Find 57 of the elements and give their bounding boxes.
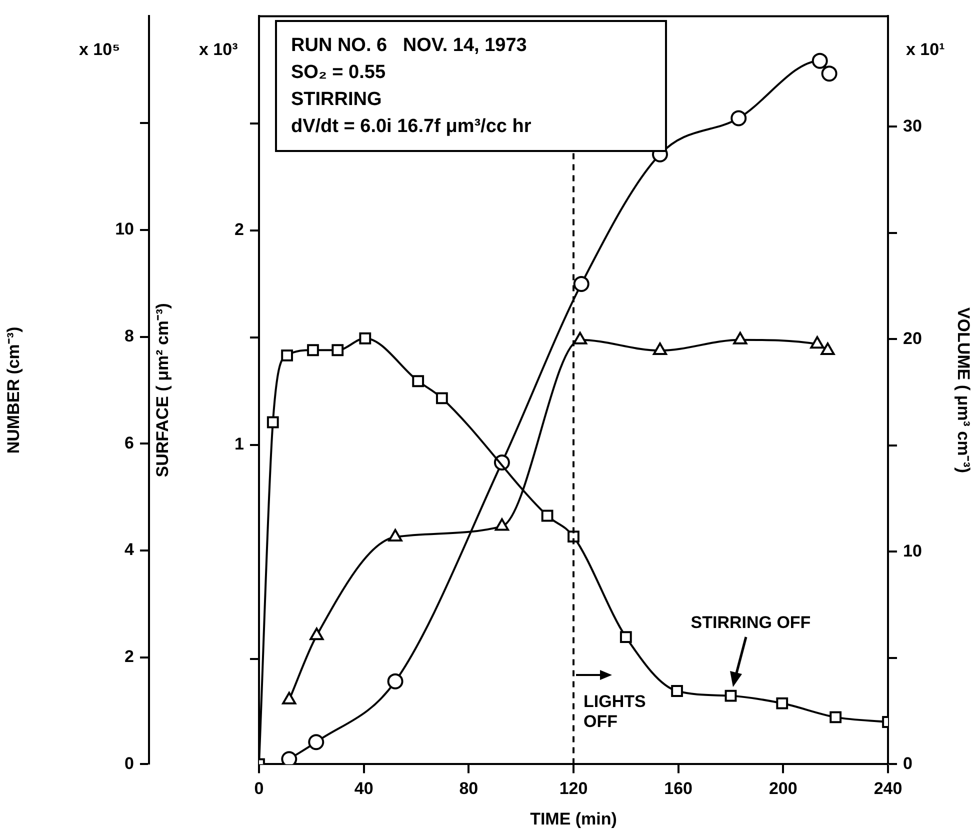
point	[733, 332, 748, 344]
y3-tick-label: 6	[124, 433, 134, 452]
annotation: STIRRING OFF	[690, 613, 811, 634]
point	[572, 332, 588, 344]
point	[266, 416, 279, 428]
point	[281, 350, 293, 362]
point	[730, 110, 747, 126]
point	[830, 711, 842, 724]
point	[332, 344, 344, 356]
text: x 10³	[199, 40, 238, 60]
point	[436, 392, 448, 404]
x-axis-title: TIME (min)	[530, 809, 617, 828]
y2-axis-title: VOLUME ( μm³ cm⁻³)	[954, 307, 974, 474]
y3-tick-label: 0	[124, 754, 134, 773]
point	[821, 66, 838, 82]
point	[387, 673, 404, 690]
point	[573, 276, 590, 292]
y3-axis-title: NUMBER (cm⁻³)	[4, 326, 23, 454]
x-tick-label: 160	[664, 779, 693, 798]
point	[820, 342, 835, 356]
x-tick-label: 240	[874, 779, 902, 798]
point	[412, 375, 424, 388]
x-tick-label: 0	[254, 779, 264, 798]
point	[620, 631, 632, 643]
point	[308, 734, 324, 750]
note-box: RUN NO. 6 NOV. 14, 1973 SO₂ = 0.55 STIRRING dV/dt = 6.0i 16.7f μm³/cc hr	[275, 20, 667, 152]
y2-tick-label: 10	[903, 541, 922, 560]
x-tick-label: 200	[768, 779, 798, 798]
x-tick-label: 80	[459, 779, 478, 798]
text: x 10⁵	[79, 40, 120, 60]
point	[671, 685, 683, 697]
point	[310, 628, 324, 640]
y3-tick-label: 2	[124, 647, 134, 666]
x-tick-label: 120	[559, 779, 588, 798]
text: x 10¹	[906, 40, 945, 60]
x-tick-label: 40	[354, 779, 374, 798]
y3-tick-label: 8	[124, 326, 134, 346]
point	[494, 518, 510, 531]
y-tick-label: 1	[234, 434, 244, 454]
ref-line-label: LIGHTS OFF	[584, 692, 646, 732]
point	[776, 697, 788, 710]
y2-tick-label: 20	[903, 328, 922, 348]
y3-tick-label: 4	[124, 540, 135, 560]
point	[388, 529, 402, 542]
point	[541, 510, 554, 522]
point	[281, 751, 298, 764]
point	[812, 52, 828, 69]
point	[724, 690, 737, 702]
y3-tick-label: 10	[115, 220, 134, 239]
y2-tick-label: 0	[903, 754, 912, 773]
point	[359, 332, 372, 344]
point	[307, 344, 319, 356]
point	[652, 342, 668, 356]
y2-tick-label: 30	[903, 116, 922, 136]
y-axis-title: SURFACE ( μm² cm⁻³)	[152, 303, 172, 478]
point	[810, 336, 824, 349]
point	[282, 692, 296, 704]
